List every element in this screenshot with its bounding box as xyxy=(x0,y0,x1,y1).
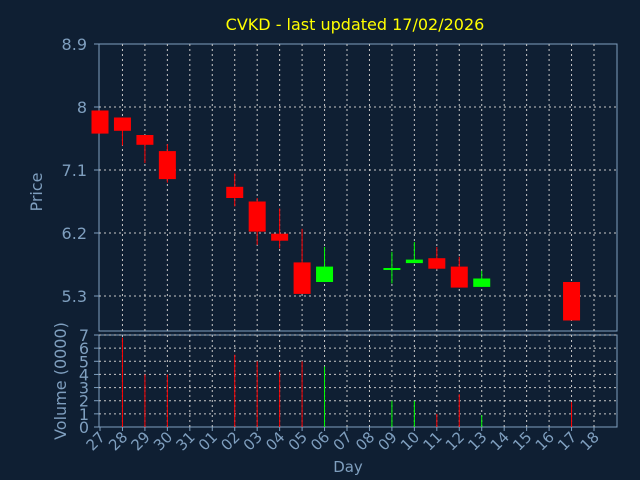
candle-body xyxy=(428,258,446,269)
candle-body xyxy=(293,262,311,294)
candle-body xyxy=(405,259,423,264)
price-tick-label: 7.1 xyxy=(62,161,87,180)
candle-body xyxy=(226,186,244,198)
price-tick-label: 5.3 xyxy=(62,287,87,306)
price-plot-frame xyxy=(98,43,618,332)
candles xyxy=(91,110,581,321)
x-axis-label: Day xyxy=(333,458,363,476)
volume-tick-label: 4 xyxy=(79,365,89,384)
candle-body xyxy=(91,110,109,134)
volume-tick-label: 7 xyxy=(79,326,89,345)
day-tick-label: 18 xyxy=(577,428,603,454)
chart-title: CVKD - last updated 17/02/2026 xyxy=(226,15,485,34)
volume-tick-label: 6 xyxy=(79,339,89,358)
price-panel: 8.9 8 7.1 6.2 5.3 Price xyxy=(27,35,618,332)
volume-plot-frame xyxy=(98,334,618,428)
volume-bars xyxy=(121,337,573,427)
volume-tick-label: 2 xyxy=(79,392,89,411)
volume-tick-label: 1 xyxy=(79,405,89,424)
volume-tick-label: 3 xyxy=(79,379,89,398)
candle-body xyxy=(113,117,131,131)
price-axis-label: Price xyxy=(27,172,46,211)
volume-axis-label: Volume (0000) xyxy=(51,322,70,440)
candle-body xyxy=(473,278,491,287)
candle-body xyxy=(450,266,468,288)
price-tick-label: 6.2 xyxy=(62,224,87,243)
candle-body xyxy=(563,282,581,321)
candle-body xyxy=(136,135,154,145)
day-ticks: 2728293031010203040506070809101112131415… xyxy=(83,427,603,454)
price-tick-label: 8 xyxy=(77,98,87,117)
candle-body xyxy=(316,266,334,282)
candle-body xyxy=(248,201,266,232)
price-tick-label: 8.9 xyxy=(62,35,87,54)
candle-body xyxy=(158,151,176,180)
candle-body xyxy=(271,233,289,241)
volume-tick-label: 0 xyxy=(79,418,89,437)
price-grid xyxy=(99,44,617,331)
volume-grid xyxy=(99,334,617,427)
price-y-ticks: 8.9 8 7.1 6.2 5.3 xyxy=(62,35,99,306)
candle-body xyxy=(383,268,401,270)
volume-tick-label: 5 xyxy=(79,352,89,371)
